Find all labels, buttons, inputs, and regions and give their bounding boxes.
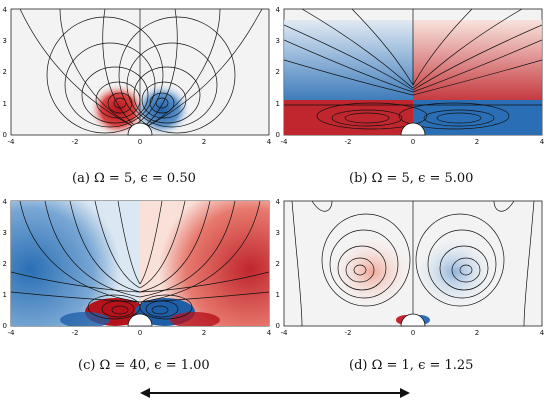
panel-b-plot: -4 -2 0 2 4 0 1 2 3 4 <box>276 6 545 146</box>
x-tick: -4 <box>281 329 289 337</box>
y-tick: 1 <box>276 100 280 108</box>
y-tick: 0 <box>276 131 280 139</box>
y-tick: 0 <box>3 131 7 139</box>
panel-c-plot: -4 -2 0 2 4 0 1 2 3 4 <box>3 198 272 337</box>
y-tick: 2 <box>276 68 280 76</box>
x-tick: 0 <box>411 138 415 146</box>
caption-d: (d) Ω = 1, ϵ = 1.25 <box>349 358 474 373</box>
y-tick: 3 <box>3 229 7 237</box>
caption-b: (b) Ω = 5, ϵ = 5.00 <box>349 171 474 186</box>
x-tick: 4 <box>267 138 272 146</box>
x-tick: 4 <box>540 329 545 337</box>
x-tick: 0 <box>411 329 415 337</box>
y-tick: 3 <box>276 37 280 45</box>
caption-c: (c) Ω = 40, ϵ = 1.00 <box>78 358 210 373</box>
y-tick: 0 <box>3 322 7 330</box>
x-tick: -4 <box>8 329 16 337</box>
y-tick: 4 <box>276 198 281 206</box>
y-tick: 1 <box>3 100 7 108</box>
x-tick: 4 <box>540 138 545 146</box>
x-tick: 0 <box>138 138 142 146</box>
y-tick: 4 <box>3 6 8 14</box>
panel-a-plot: -4 -2 0 2 4 0 1 2 3 4 <box>3 6 272 146</box>
cylinder <box>127 313 153 327</box>
caption-a: (a) Ω = 5, ϵ = 0.50 <box>72 171 196 186</box>
cylinder <box>400 313 426 327</box>
x-tick: 0 <box>138 329 142 337</box>
y-tick: 3 <box>3 37 7 45</box>
x-tick: 2 <box>475 138 479 146</box>
cylinder <box>400 122 426 136</box>
x-tick: -2 <box>345 329 352 337</box>
x-tick: -2 <box>345 138 352 146</box>
x-tick: -4 <box>281 138 289 146</box>
y-tick: 3 <box>276 229 280 237</box>
x-tick: -2 <box>72 329 79 337</box>
x-tick: 2 <box>475 329 479 337</box>
y-tick: 0 <box>276 322 280 330</box>
y-tick: 1 <box>3 291 7 299</box>
y-tick: 2 <box>3 260 7 268</box>
y-tick: 4 <box>3 198 8 206</box>
x-tick: 4 <box>267 329 272 337</box>
vortex-red <box>90 84 146 135</box>
y-tick: 1 <box>276 291 280 299</box>
double-arrow-icon <box>140 388 410 398</box>
x-tick: 2 <box>202 138 206 146</box>
x-tick: -2 <box>72 138 79 146</box>
cylinder <box>127 122 153 136</box>
panel-d-plot: -4 -2 0 2 4 0 1 2 3 4 <box>276 198 545 337</box>
y-tick: 2 <box>276 260 280 268</box>
y-tick: 2 <box>3 68 7 76</box>
y-tick: 4 <box>276 6 281 14</box>
x-tick: -4 <box>8 138 16 146</box>
x-tick: 2 <box>202 329 206 337</box>
